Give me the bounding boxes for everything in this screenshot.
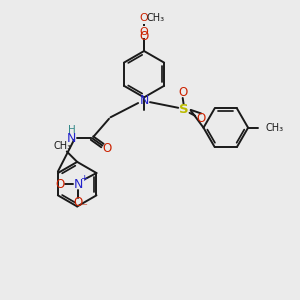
Text: H: H [68, 125, 76, 135]
Text: CH₃: CH₃ [53, 140, 71, 151]
Text: N: N [74, 178, 83, 191]
Text: +: + [80, 174, 87, 183]
Text: O: O [140, 30, 149, 43]
Text: O: O [56, 178, 65, 191]
Text: O: O [196, 112, 205, 125]
Text: S: S [179, 103, 189, 116]
Text: N: N [67, 132, 76, 145]
Text: O: O [140, 13, 148, 23]
Text: O: O [178, 86, 187, 99]
Text: O: O [74, 196, 83, 209]
Text: O: O [102, 142, 112, 155]
Text: N: N [140, 94, 149, 106]
Text: CH₃: CH₃ [266, 123, 284, 133]
Text: ⁻: ⁻ [82, 202, 88, 212]
Text: CH₃: CH₃ [146, 13, 165, 23]
Text: O: O [140, 27, 148, 37]
